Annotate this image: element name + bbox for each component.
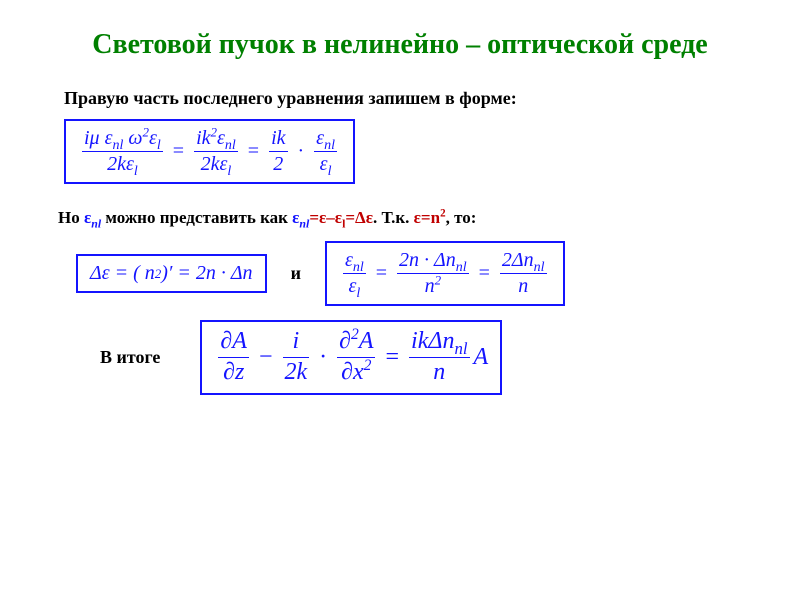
equation-3-box: εnl εl = 2n · Δnnl n2 = 2Δnnl n bbox=[325, 241, 565, 306]
eq4-d2-np: ∂ bbox=[339, 328, 351, 354]
eq1-t4-num: ε bbox=[316, 127, 324, 149]
eq1-eq2: = bbox=[248, 140, 259, 163]
slide-title: Световой пучок в нелинейно – оптической … bbox=[40, 28, 760, 62]
eq3-rn: 2Δn bbox=[502, 249, 534, 271]
rel-chain: =ε–ε bbox=[309, 208, 342, 227]
eq1-t2-num-pre: ik bbox=[196, 127, 210, 149]
eq3-rd: n bbox=[516, 275, 530, 298]
eq3-lds: l bbox=[356, 286, 360, 301]
rel-tail: , то: bbox=[446, 208, 477, 227]
eq1-t2-num-eps: ε bbox=[217, 127, 225, 149]
eq4-d2-npo: A bbox=[359, 328, 374, 354]
rel-nl2: nl bbox=[299, 216, 309, 230]
eq4-minus: − bbox=[259, 344, 273, 371]
eq1-t2-den: 2kε bbox=[201, 153, 228, 175]
eq2-a: Δε = ( n bbox=[90, 262, 155, 285]
eq4-dot: · bbox=[319, 344, 327, 371]
eq1-t1-mid: ω bbox=[123, 127, 142, 149]
eq4-d2-ds: 2 bbox=[364, 357, 372, 374]
eq4-az-d: ∂z bbox=[221, 359, 246, 387]
intro-text: Правую часть последнего уравнения запише… bbox=[64, 88, 760, 109]
rel-eq2: =Δε bbox=[345, 208, 373, 227]
eq4-d2-ns: 2 bbox=[351, 326, 359, 343]
rel-nl1: nl bbox=[91, 216, 101, 230]
eq1-t2-den-sub: l bbox=[227, 164, 231, 179]
rel-post: . Т.к. bbox=[373, 208, 414, 227]
eq4-i-n: i bbox=[290, 328, 301, 356]
equation-1: iμ εnl ω2εl 2kεl = ik2εnl 2kεl bbox=[78, 127, 341, 176]
equation-2-box: Δε = ( n2 )′ = 2n · Δn bbox=[76, 254, 267, 293]
eq1-t1-num-a: iμ ε bbox=[84, 127, 112, 149]
eq4-i-d: 2k bbox=[283, 359, 310, 387]
eq1-t1-eps: ε bbox=[149, 127, 157, 149]
equation-2-3-row: Δε = ( n2 )′ = 2n · Δn и εnl εl = 2n · Δ… bbox=[76, 241, 760, 306]
summary-text: В итоге bbox=[100, 347, 160, 368]
rel-mid1: можно представить как bbox=[101, 208, 292, 227]
equation-4: ∂A ∂z − i 2k · ∂2A ∂x2 = ikΔn bbox=[214, 328, 488, 386]
equation-1-row: iμ εnl ω2εl 2kεl = ik2εnl 2kεl bbox=[64, 119, 760, 184]
eq1-dot: · bbox=[298, 140, 305, 163]
eq1-t3-den: 2 bbox=[271, 153, 285, 176]
eq3-eq2: = bbox=[479, 262, 490, 285]
eq4-r-n: ikΔn bbox=[411, 328, 454, 354]
rel-pre: Но bbox=[58, 208, 84, 227]
eq1-t3-num: ik bbox=[269, 127, 287, 150]
equation-2: Δε = ( n2 )′ = 2n · Δn bbox=[90, 262, 253, 285]
eq4-eq: = bbox=[385, 344, 399, 371]
eq3-ln: ε bbox=[345, 249, 353, 271]
equation-3: εnl εl = 2n · Δnnl n2 = 2Δnnl n bbox=[339, 249, 551, 298]
relation-text: Но εnl можно представить как εnl=ε–εl=Δε… bbox=[58, 206, 760, 230]
and-text: и bbox=[291, 263, 301, 284]
eq1-t4-den: ε bbox=[320, 153, 328, 175]
eq3-eq1: = bbox=[376, 262, 387, 285]
eq4-az-n: ∂A bbox=[218, 328, 249, 356]
final-row: В итоге ∂A ∂z − i 2k · ∂2A ∂x2 bbox=[70, 320, 760, 394]
eq2-rest: )′ = 2n · Δn bbox=[161, 262, 252, 285]
eq4-d2-dp: ∂x bbox=[341, 359, 364, 385]
rel-epseq: ε=n bbox=[414, 208, 440, 227]
slide: Световой пучок в нелинейно – оптической … bbox=[0, 0, 800, 600]
eq3-mn: 2n · Δn bbox=[399, 249, 456, 271]
eq1-t4-den-sub: l bbox=[328, 164, 332, 179]
eq4-r-ns: nl bbox=[454, 339, 467, 358]
eq4-tail: A bbox=[474, 344, 489, 371]
eq4-r-d: n bbox=[431, 359, 447, 387]
equation-4-box: ∂A ∂z − i 2k · ∂2A ∂x2 = ikΔn bbox=[200, 320, 502, 394]
eq1-eq1: = bbox=[173, 140, 184, 163]
eq3-mds: 2 bbox=[435, 273, 442, 288]
eq3-md: n bbox=[425, 275, 435, 297]
eq1-t1-den: 2kε bbox=[107, 153, 134, 175]
equation-1-box: iμ εnl ω2εl 2kεl = ik2εnl 2kεl bbox=[64, 119, 355, 184]
eq1-t1-den-sub: l bbox=[134, 164, 138, 179]
